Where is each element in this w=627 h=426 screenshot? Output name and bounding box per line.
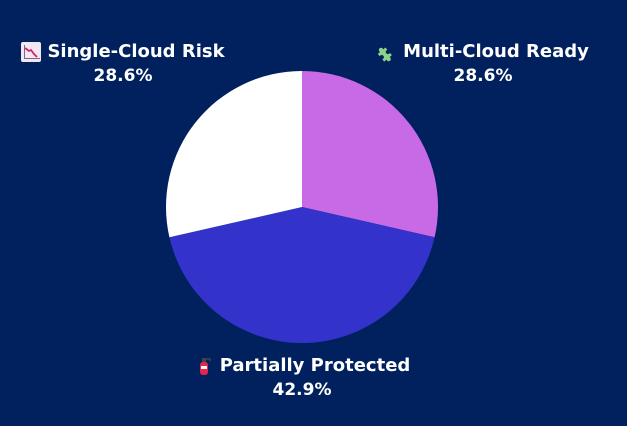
slice-name: Single-Cloud Risk xyxy=(47,41,225,62)
slice-value: 28.6% xyxy=(453,66,513,86)
slice-name: Partially Protected xyxy=(219,355,411,376)
slice-label-partially-protected: Partially Protected 42.9% xyxy=(182,354,422,402)
slice-label-multi-cloud-ready: Multi-Cloud Ready 28.6% xyxy=(372,40,594,88)
pie-slice-single-cloud-risk xyxy=(166,71,302,238)
slice-value: 42.9% xyxy=(272,380,332,400)
slice-name: Multi-Cloud Ready xyxy=(403,41,589,62)
slice-value: 28.6% xyxy=(93,66,153,86)
pie-slice-multi-cloud-ready xyxy=(302,71,438,238)
chart-decreasing-icon xyxy=(21,42,42,62)
puzzle-piece-icon xyxy=(377,42,397,62)
slice-label-single-cloud-risk: Single-Cloud Risk 28.6% xyxy=(18,40,228,88)
fire-extinguisher-icon xyxy=(194,356,214,376)
pie-slice-partially-protected xyxy=(169,207,435,344)
